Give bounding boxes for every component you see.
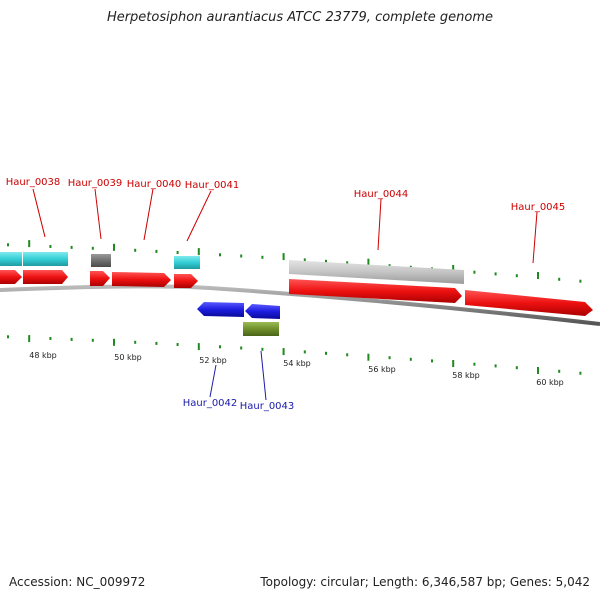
olive-feature[interactable]: [243, 322, 279, 336]
minor-tick: [219, 345, 221, 349]
minor-tick: [515, 274, 518, 278]
tick-marks-outer: [7, 240, 582, 283]
minor-tick: [558, 277, 561, 281]
forward-cds-arrow[interactable]: [0, 270, 22, 284]
reverse-features: [197, 302, 280, 336]
cyan-feature[interactable]: [0, 252, 22, 266]
reverse-cds-arrow[interactable]: [245, 304, 280, 319]
major-tick: [113, 338, 115, 346]
major-tick: [197, 248, 200, 256]
cyan-feature[interactable]: [23, 252, 68, 266]
minor-tick: [558, 369, 561, 373]
minor-tick: [261, 255, 264, 259]
major-tick: [367, 258, 370, 266]
major-tick: [452, 265, 455, 272]
scale-label: 50 kbp: [114, 353, 142, 362]
scale-labels: 48 kbp 50 kbp 52 kbp 54 kbp 56 kbp 58 kb…: [29, 351, 564, 387]
minor-tick: [155, 249, 158, 253]
major-tick: [367, 353, 370, 361]
tick-marks-inner: [7, 335, 582, 375]
scale-label: 52 kbp: [199, 356, 227, 365]
gene-label[interactable]: Haur_0038: [6, 177, 61, 188]
accession-text: Accession: NC_009972: [9, 575, 146, 589]
minor-tick: [134, 340, 137, 344]
forward-cds-arrow[interactable]: [465, 290, 593, 316]
major-tick: [282, 348, 285, 356]
minor-tick: [473, 362, 476, 366]
minor-tick: [388, 356, 391, 360]
minor-tick: [303, 350, 306, 354]
minor-tick: [388, 264, 391, 268]
minor-tick: [176, 343, 179, 346]
minor-tick: [91, 246, 94, 250]
minor-tick: [91, 338, 94, 342]
forward-cds-arrow[interactable]: [289, 279, 462, 303]
major-tick: [537, 272, 539, 279]
reverse-cds-arrow[interactable]: [197, 302, 244, 317]
forward-cds-arrow[interactable]: [174, 274, 198, 288]
major-tick: [282, 253, 285, 261]
scale-label: 54 kbp: [283, 359, 311, 368]
scale-label: 60 kbp: [536, 378, 564, 387]
forward-cds-arrow[interactable]: [90, 271, 110, 286]
minor-tick: [579, 279, 582, 283]
minor-tick: [49, 245, 52, 248]
forward-cds-arrow[interactable]: [23, 270, 68, 284]
scale-label: 58 kbp: [452, 371, 480, 380]
gene-labels-forward: Haur_0038 Haur_0039 Haur_0040 Haur_0041 …: [6, 177, 566, 213]
minor-tick: [431, 359, 433, 363]
minor-tick: [303, 258, 306, 262]
gene-label[interactable]: Haur_0039: [68, 178, 123, 189]
forward-features: [0, 252, 593, 316]
minor-tick: [325, 351, 327, 355]
minor-tick: [325, 259, 327, 263]
minor-tick: [7, 243, 9, 247]
major-tick: [28, 335, 31, 343]
minor-tick: [473, 270, 476, 274]
gene-label[interactable]: Haur_0043: [240, 401, 295, 412]
major-tick: [537, 367, 539, 374]
genome-backbone: [0, 284, 600, 326]
minor-tick: [7, 335, 9, 339]
major-tick: [452, 360, 455, 367]
minor-tick: [494, 272, 497, 276]
cyan-feature[interactable]: [174, 256, 200, 269]
major-tick: [28, 240, 31, 248]
gene-label[interactable]: Haur_0041: [185, 180, 240, 191]
minor-tick: [70, 337, 73, 341]
minor-tick: [494, 364, 497, 368]
minor-tick: [70, 245, 73, 249]
minor-tick: [134, 248, 137, 252]
minor-tick: [346, 261, 349, 265]
minor-tick: [176, 251, 179, 254]
genome-summary-text: Topology: circular; Length: 6,346,587 bp…: [260, 575, 590, 589]
gray-feature[interactable]: [289, 260, 464, 284]
gene-label[interactable]: Haur_0042: [183, 398, 238, 409]
forward-cds-arrow[interactable]: [112, 272, 171, 287]
minor-tick: [515, 366, 518, 370]
gene-labels-reverse: Haur_0042 Haur_0043: [183, 398, 295, 412]
minor-tick: [346, 353, 349, 357]
minor-tick: [579, 371, 582, 375]
scale-label: 56 kbp: [368, 365, 396, 374]
map-title: Herpetosiphon aurantiacus ATCC 23779, co…: [106, 10, 494, 25]
minor-tick: [409, 357, 412, 361]
minor-tick: [240, 254, 243, 258]
scale-label: 48 kbp: [29, 351, 57, 360]
gene-label[interactable]: Haur_0044: [354, 189, 409, 200]
gene-label[interactable]: Haur_0045: [511, 202, 566, 213]
minor-tick: [240, 346, 243, 350]
gene-label[interactable]: Haur_0040: [127, 179, 182, 190]
minor-tick: [49, 337, 52, 340]
minor-tick: [219, 253, 221, 257]
label-leaders: [32, 188, 538, 401]
major-tick: [197, 343, 200, 351]
major-tick: [113, 243, 115, 251]
minor-tick: [261, 347, 264, 351]
dark-gray-feature[interactable]: [91, 254, 111, 267]
minor-tick: [155, 341, 158, 345]
